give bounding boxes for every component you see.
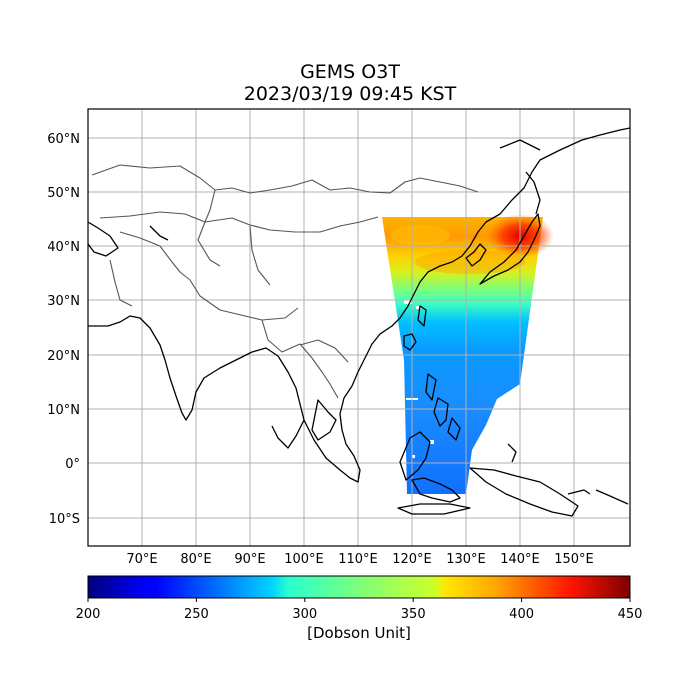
lat-label: 50°N: [47, 186, 80, 201]
colorbar-tick-label: 250: [184, 607, 209, 622]
map-subtitle-datetime: 2023/03/19 09:45 KST: [243, 83, 457, 105]
colorbar-tick-label: 450: [618, 607, 643, 622]
lat-label: 10°S: [49, 512, 80, 527]
map-frame: [87, 108, 631, 547]
lon-label: 80°E: [180, 552, 211, 567]
lon-label: 140°E: [500, 552, 540, 567]
lon-label: 130°E: [446, 552, 486, 567]
lat-label: 10°N: [47, 403, 80, 418]
colorbar-tick-label: 300: [292, 607, 317, 622]
latitude-axis-labels: 60°N 50°N 40°N 30°N 20°N 10°N 0° 10°S: [47, 132, 80, 527]
map-title: GEMS O3T: [300, 61, 400, 83]
lat-label: 0°: [65, 457, 80, 472]
colorbar: 200 250 300 350 400 450: [76, 575, 643, 622]
colorbar-unit-label: [Dobson Unit]: [307, 624, 411, 642]
map-gridlines: [88, 109, 630, 546]
lat-label: 40°N: [47, 240, 80, 255]
lat-label: 60°N: [47, 132, 80, 147]
lon-label: 90°E: [234, 552, 265, 567]
lat-label: 20°N: [47, 349, 80, 364]
colorbar-tick-label: 350: [401, 607, 426, 622]
lon-label: 70°E: [126, 552, 157, 567]
lat-label: 30°N: [47, 294, 80, 309]
coastlines: [88, 127, 630, 517]
lon-label: 120°E: [392, 552, 432, 567]
country-borders: [91, 164, 479, 399]
colorbar-gradient: [87, 575, 631, 599]
lon-label: 110°E: [338, 552, 378, 567]
lon-label: 150°E: [554, 552, 594, 567]
longitude-axis-labels: 70°E 80°E 90°E 100°E 110°E 120°E 130°E 1…: [126, 552, 593, 567]
colorbar-tick-label: 400: [509, 607, 534, 622]
lon-label: 100°E: [284, 552, 324, 567]
colorbar-tick-label: 200: [76, 607, 101, 622]
